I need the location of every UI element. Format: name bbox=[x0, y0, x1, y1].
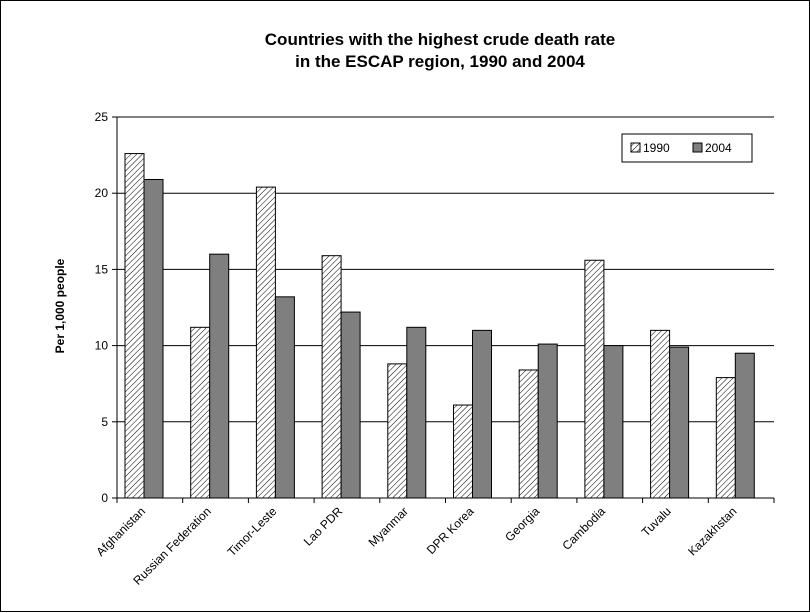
x-tick-label: Myanmar bbox=[366, 504, 411, 549]
bar-2004-myanmar bbox=[406, 326, 427, 499]
x-tick-label: DPR Korea bbox=[424, 504, 477, 557]
legend-swatch-1990 bbox=[630, 142, 641, 153]
bar-2004-lao-pdr bbox=[340, 311, 361, 499]
bar-1990-georgia bbox=[518, 369, 539, 499]
x-tick-label: Afghanistan bbox=[93, 504, 148, 559]
x-tick-label: Lao PDR bbox=[301, 504, 346, 549]
x-tick-label: Timor-Leste bbox=[225, 504, 280, 559]
bar-1990-cambodia bbox=[584, 259, 605, 499]
y-tick-label: 0 bbox=[101, 491, 108, 505]
y-tick-label: 5 bbox=[101, 415, 108, 429]
bar-2004-cambodia bbox=[603, 345, 624, 499]
bar-2004-dpr-korea bbox=[472, 329, 492, 499]
legend-label-1990: 1990 bbox=[643, 141, 670, 155]
legend-swatch-2004 bbox=[692, 142, 703, 153]
bar-2004-georgia bbox=[537, 343, 558, 499]
x-tick-label: Kazakhstan bbox=[685, 504, 739, 558]
y-tick-label: 25 bbox=[95, 110, 109, 124]
bar-1990-dpr-korea bbox=[453, 404, 473, 499]
bar-2004-tuvalu bbox=[669, 346, 690, 499]
x-tick-label: Georgia bbox=[502, 504, 542, 544]
bar-1990-afghanistan bbox=[124, 153, 145, 499]
bar-1990-russian-federation bbox=[190, 326, 211, 499]
bar-2004-timor-leste bbox=[274, 296, 295, 499]
chart-title-line: in the ESCAP region, 1990 and 2004 bbox=[295, 52, 585, 71]
bar-2004-kazakhstan bbox=[734, 352, 755, 499]
bar-1990-kazakhstan bbox=[715, 377, 736, 499]
bar-2004-russian-federation bbox=[209, 253, 230, 499]
y-tick-label: 20 bbox=[95, 186, 109, 200]
y-tick-label: 10 bbox=[95, 339, 109, 353]
bar-1990-lao-pdr bbox=[321, 255, 342, 499]
y-tick-label: 15 bbox=[95, 262, 109, 276]
bar-1990-tuvalu bbox=[650, 329, 671, 499]
y-axis-label: Per 1,000 people bbox=[53, 258, 67, 353]
bar-1990-myanmar bbox=[387, 363, 408, 499]
bar-2004-afghanistan bbox=[143, 178, 164, 499]
chart-title-line: Countries with the highest crude death r… bbox=[265, 30, 615, 49]
legend-box bbox=[621, 133, 753, 163]
bar-1990-timor-leste bbox=[255, 186, 276, 499]
legend: 1990 2004 bbox=[621, 133, 753, 163]
x-tick-label: Tuvalu bbox=[639, 504, 674, 539]
chart-title: Countries with the highest crude death r… bbox=[265, 30, 615, 71]
x-tick-label: Cambodia bbox=[559, 504, 608, 553]
legend-label-2004: 2004 bbox=[705, 141, 732, 155]
